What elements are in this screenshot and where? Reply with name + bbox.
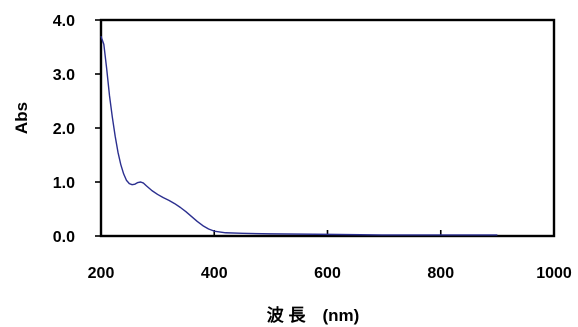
x-tick-label: 600 xyxy=(314,265,341,282)
labels-layer: Abs 波 長 (nm) xyxy=(12,102,359,325)
y-tick-label: 4.0 xyxy=(53,13,75,30)
absorbance-series-line xyxy=(100,35,498,236)
y-tick-label: 0.0 xyxy=(53,229,75,246)
plot-frame xyxy=(99,18,556,238)
y-tick-label: 2.0 xyxy=(53,121,75,138)
x-tick-label: 200 xyxy=(88,265,115,282)
x-tick-label: 1000 xyxy=(536,265,572,282)
ticks-layer: 200 400 600 800 1000 0.0 1.0 2.0 3.0 4.0 xyxy=(53,13,572,282)
y-tick-label: 1.0 xyxy=(53,175,75,192)
series-layer xyxy=(100,35,498,236)
x-tick-label: 400 xyxy=(201,265,228,282)
x-tick-label: 800 xyxy=(427,265,454,282)
y-axis-label: Abs xyxy=(12,102,31,134)
x-axis-label: 波 長 (nm) xyxy=(267,305,360,325)
y-tick-label: 3.0 xyxy=(53,67,75,84)
